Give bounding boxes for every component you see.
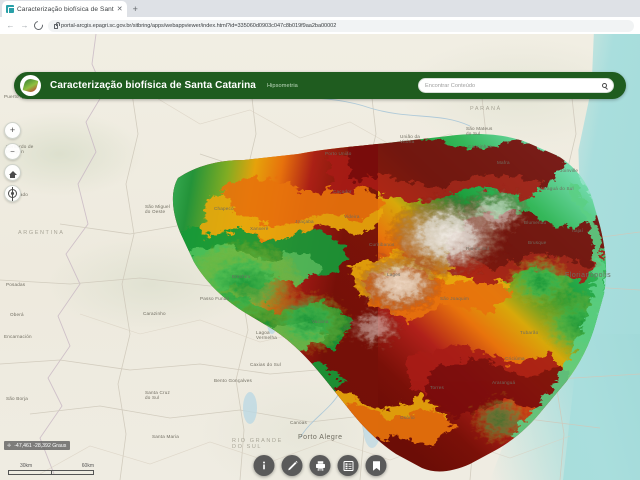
map-label: Torres <box>430 385 444 390</box>
map-label: Porto União <box>325 151 352 156</box>
search-placeholder: Encontrar Conteúdo <box>425 82 476 89</box>
map-label: Encarnación <box>4 334 32 339</box>
epagri-logo <box>20 75 41 96</box>
back-icon[interactable]: ← <box>6 20 15 30</box>
info-button[interactable] <box>253 455 275 476</box>
map-label: São Miguel do Oeste <box>145 204 170 214</box>
locate-icon <box>8 186 17 201</box>
app-header: Caracterização biofísica de Santa Catari… <box>14 72 626 99</box>
map-label: Brusque <box>528 240 547 245</box>
scale-bar: 30km 60km <box>8 463 94 475</box>
lock-icon <box>54 21 60 29</box>
map-label: Oberá <box>10 312 24 317</box>
map-label: Mafra <box>497 160 510 165</box>
map-label: Lagoa Vermelha <box>256 330 278 340</box>
print-button[interactable] <box>309 455 331 476</box>
close-tab-icon[interactable]: ✕ <box>116 5 123 13</box>
zoom-out-button[interactable]: − <box>4 143 21 160</box>
scale-bar-lines <box>8 470 94 475</box>
zoom-in-button[interactable]: + <box>4 122 21 139</box>
map-label: Itajaí <box>572 228 584 233</box>
tab-title: Caracterização biofísica de Sant <box>17 5 114 13</box>
coordinate-readout: ✛ -47,461 -28,392 Graus <box>4 441 71 450</box>
new-tab-button[interactable]: + <box>132 4 138 14</box>
map-label: PARANÁ <box>470 106 502 112</box>
search-icon[interactable] <box>601 82 607 89</box>
map-label: ARGENTINA <box>18 230 65 236</box>
page-title: Caracterização biofísica de Santa Catari… <box>50 80 256 91</box>
map-label: Santa Maria <box>152 434 179 439</box>
home-icon <box>8 170 17 178</box>
map-label: Criciúma <box>505 356 525 361</box>
tab-strip: Caracterização biofísica de Sant ✕ + <box>0 0 640 17</box>
map-label: São Joaquim <box>440 296 470 301</box>
map-label: União da Vitória <box>400 134 420 144</box>
map-label: Porto Alegre <box>298 434 343 441</box>
legend-button[interactable] <box>337 455 359 476</box>
printer-icon <box>315 460 325 471</box>
map-label: Carazinho <box>143 311 166 316</box>
map-label: Xanxerê <box>250 226 269 231</box>
map-label: Caçador <box>333 189 352 194</box>
address-bar[interactable]: portal-arcgis.epagri.sc.gov.br/sitbring/… <box>48 19 634 32</box>
map-label: Jaraguá do Sul <box>540 186 574 191</box>
map-label: Araranguá <box>492 380 516 385</box>
map-label: Osório <box>400 415 415 420</box>
site-favicon <box>6 5 15 14</box>
measure-button[interactable] <box>281 455 303 476</box>
logo-leaf-icon <box>22 77 39 94</box>
map-label: Bento Gonçalves <box>214 378 252 383</box>
map-label: São Mateus do Sul <box>466 126 493 136</box>
map-tools: + − <box>4 122 21 202</box>
map-label: RIO GRANDE DO SUL <box>232 438 283 450</box>
map-label: São Borja <box>6 396 28 401</box>
map-label: Chapecó <box>214 206 234 211</box>
map-label: Caxias do Sul <box>250 362 281 367</box>
bottom-toolbar <box>253 455 387 476</box>
map-label: Erechim <box>232 274 251 279</box>
forward-icon[interactable]: → <box>20 20 29 30</box>
map-label: Passo Fundo <box>200 296 230 301</box>
map-viewport[interactable]: CuritibaPonta GrossaIratiPARANÁSão Mateu… <box>0 34 640 480</box>
map-label: Canoinhas <box>468 144 492 149</box>
info-icon <box>263 461 265 470</box>
map-label: Lages <box>387 272 401 277</box>
map-label: Curitibanos <box>369 242 395 247</box>
url-text: portal-arcgis.epagri.sc.gov.br/sitbring/… <box>61 22 337 29</box>
bookmark-button[interactable] <box>365 455 387 476</box>
pencil-icon <box>287 460 298 470</box>
browser-tab[interactable]: Caracterização biofísica de Sant ✕ <box>2 1 127 17</box>
coordinate-value: -47,461 -28,392 Graus <box>14 442 67 449</box>
scale-label-left: 30km <box>20 463 33 469</box>
scale-label-right: 60km <box>81 463 94 469</box>
map-label: Rio do Sul <box>466 246 490 251</box>
map-label: Florianópolis <box>565 272 612 279</box>
hypsometry-raster-layer <box>172 134 607 472</box>
search-input[interactable]: Encontrar Conteúdo <box>418 78 614 93</box>
crosshair-icon: ✛ <box>7 442 12 449</box>
map-label: Videira <box>344 214 360 219</box>
reload-icon[interactable] <box>32 19 45 32</box>
legend-icon <box>343 460 353 471</box>
browser-toolbar: ← → portal-arcgis.epagri.sc.gov.br/sitbr… <box>0 17 640 34</box>
map-label: Blumenau <box>524 220 547 225</box>
map-label: Posadas <box>6 282 26 287</box>
map-label: Vacaria <box>312 319 329 324</box>
map-label: Joinville <box>560 168 579 173</box>
map-label: Joaçaba <box>295 219 314 224</box>
map-label: Santa Cruz do Sul <box>145 390 170 400</box>
locate-button[interactable] <box>4 185 21 202</box>
map-label: Canoas <box>290 420 308 425</box>
map-label: Tubarão <box>520 330 539 335</box>
home-button[interactable] <box>4 164 21 181</box>
bookmark-icon <box>372 460 380 471</box>
app-subtitle: Hipsometria <box>266 82 298 89</box>
